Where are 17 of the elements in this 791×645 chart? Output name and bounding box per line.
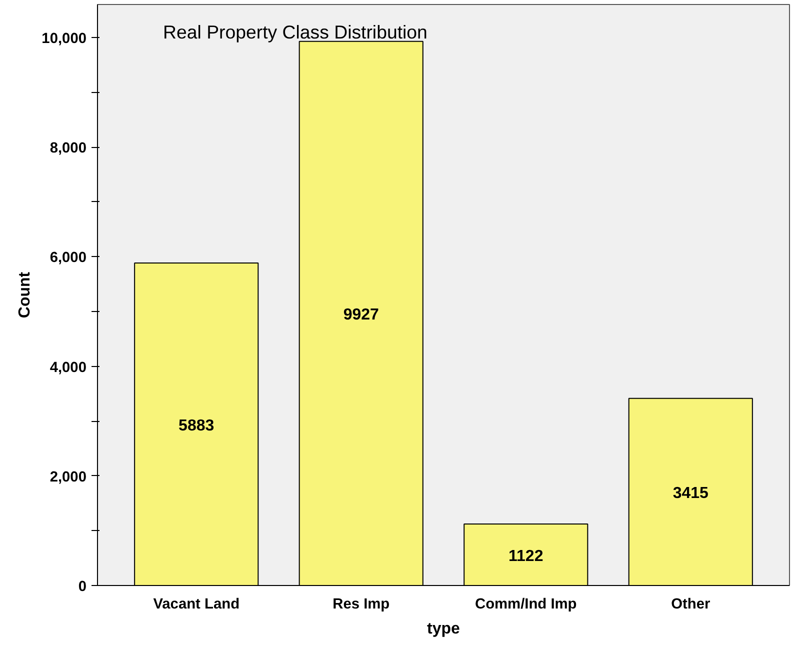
y-tick-label: 2,000 [50, 469, 87, 486]
x-axis-title: type [427, 620, 460, 638]
y-tick-label: 10,000 [42, 30, 86, 47]
y-tick-label: 0 [78, 579, 87, 595]
data-label: 1122 [508, 548, 544, 565]
x-tick-label: Res Imp [332, 596, 390, 612]
y-tick-label: 8,000 [50, 140, 87, 157]
data-label: 5883 [178, 417, 214, 434]
y-tick-label: 6,000 [50, 250, 87, 266]
data-label: 9927 [343, 306, 380, 324]
x-tick-label: Other [671, 596, 710, 612]
text: Real Property Class Distribution [163, 21, 428, 42]
x-tick-label: Comm/Ind Imp [474, 596, 577, 612]
y-tick-label: 4,000 [50, 360, 87, 376]
data-label: 3415 [672, 484, 709, 502]
y-axis-title: Count [16, 271, 34, 318]
x-tick-label: Vacant Land [153, 596, 240, 612]
